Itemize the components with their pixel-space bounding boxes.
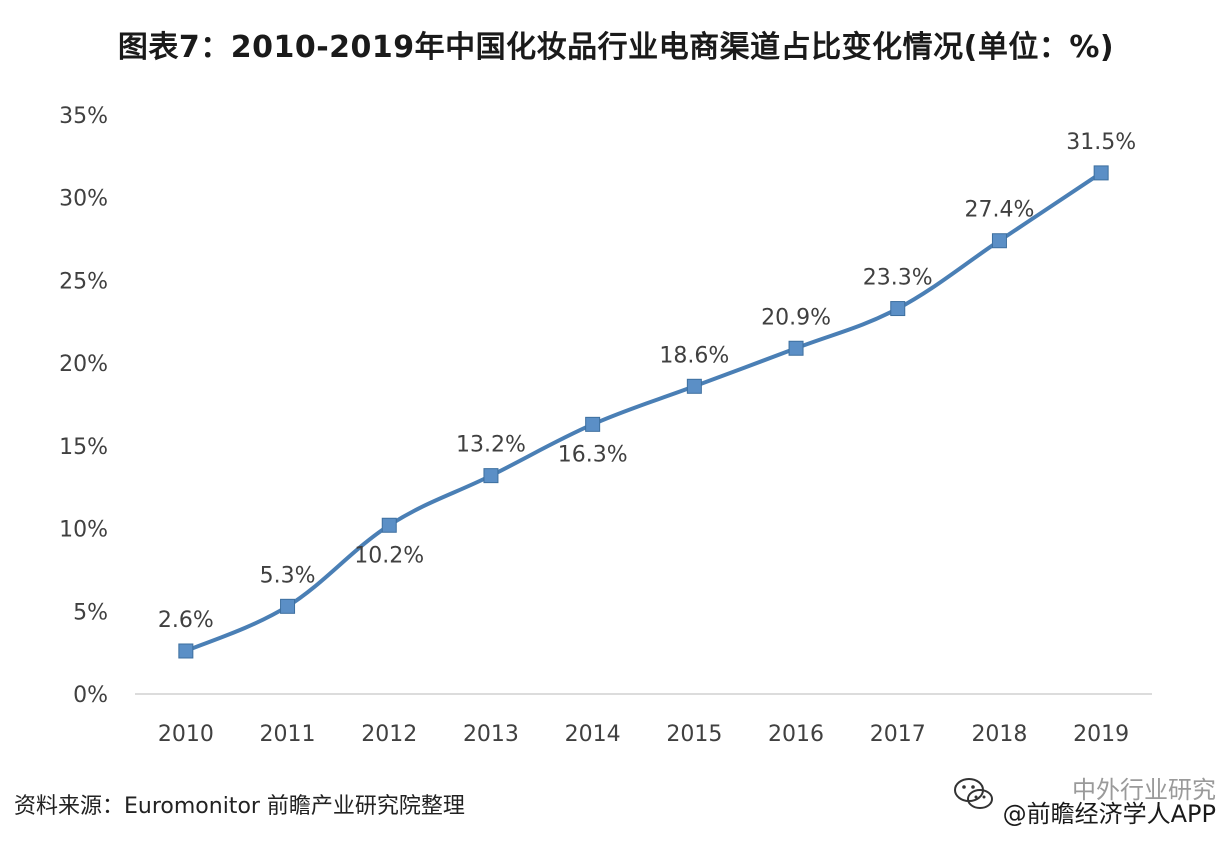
data-point-marker — [1093, 165, 1109, 181]
y-tick-label: 0% — [73, 683, 108, 708]
data-label: 13.2% — [456, 433, 526, 458]
data-point-marker — [381, 517, 397, 533]
x-tick-label: 2017 — [870, 722, 926, 747]
data-point-marker — [483, 468, 499, 484]
data-label: 27.4% — [965, 198, 1035, 223]
data-point-marker — [991, 233, 1007, 249]
data-point-marker — [178, 643, 194, 659]
data-label: 23.3% — [863, 266, 933, 291]
y-tick-label: 10% — [59, 518, 108, 543]
line-chart: 0%5%10%15%20%25%30%35% 2010 2011 2012 2013 2… — [59, 104, 1152, 747]
x-tick-label: 2014 — [565, 722, 621, 747]
watermark-line-1: 中外行业研究 — [1072, 776, 1216, 804]
x-tick-label: 2013 — [463, 722, 519, 747]
y-tick-label: 30% — [59, 187, 108, 212]
y-tick-label: 20% — [59, 352, 108, 377]
data-label: 20.9% — [761, 305, 831, 330]
source-note: 资料来源：Euromonitor 前瞻产业研究院整理 — [14, 794, 465, 819]
x-tick-label: 2010 — [158, 722, 214, 747]
x-tick-label: 2015 — [666, 722, 722, 747]
x-axis-tick-labels: 2010 2011 2012 2013 2014 2015 2016 2017 2018 2019 — [158, 722, 1129, 747]
wechat-icon — [954, 778, 993, 809]
x-tick-label: 2019 — [1073, 722, 1129, 747]
y-axis-tick-labels: 0% 5% 10% 15% 20% 25% 30% 35% — [59, 104, 108, 708]
x-tick-label: 2011 — [260, 722, 316, 747]
data-label: 5.3% — [260, 563, 316, 588]
x-tick-label: 2018 — [971, 722, 1027, 747]
y-tick-label: 25% — [59, 269, 108, 294]
x-tick-label: 2016 — [768, 722, 824, 747]
data-label: 18.6% — [659, 343, 729, 368]
y-tick-label: 5% — [73, 600, 108, 625]
data-label: 2.6% — [158, 608, 214, 633]
data-point-marker — [585, 416, 601, 432]
data-label: 31.5% — [1066, 130, 1136, 155]
data-label: 10.2% — [354, 543, 424, 568]
data-point-marker — [686, 378, 702, 394]
data-point-marker — [788, 340, 804, 356]
data-point-marker — [890, 301, 906, 317]
chart-title: 图表7：2010-2019年中国化妆品行业电商渠道占比变化情况(单位：%) — [117, 30, 1115, 65]
data-point-marker — [280, 598, 296, 614]
data-label: 16.3% — [558, 442, 628, 467]
series-markers — [178, 165, 1109, 659]
x-tick-label: 2012 — [361, 722, 417, 747]
y-tick-label: 15% — [59, 435, 108, 460]
series-line — [185, 171, 1103, 653]
data-labels: 2.6% 5.3% 10.2% 13.2% 16.3% 18.6% 20.9% 23.3% 27… — [158, 130, 1136, 633]
watermark-line-2: @前瞻经济学人APP — [1002, 800, 1216, 828]
y-tick-label: 35% — [59, 104, 108, 129]
